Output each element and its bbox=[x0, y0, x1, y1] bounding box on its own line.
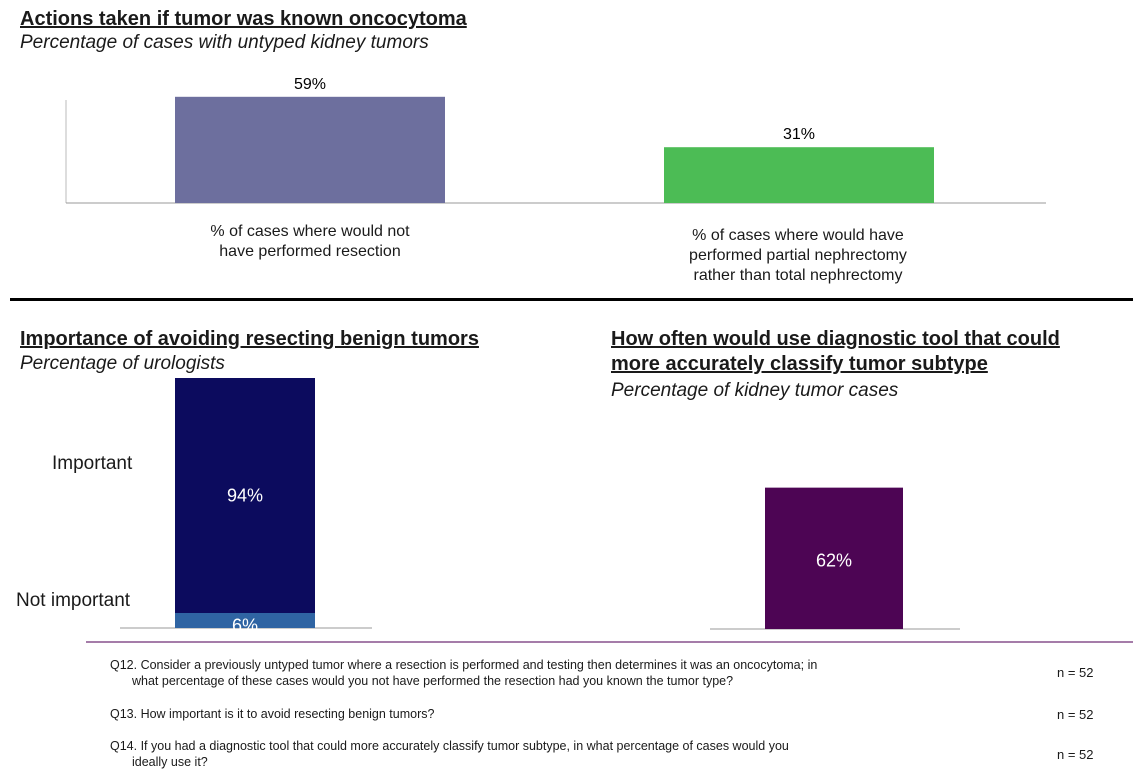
top-chart: 59% 31% bbox=[65, 76, 1046, 204]
bar-no-resection bbox=[175, 96, 445, 203]
category-label-line: performed partial nephrectomy bbox=[689, 247, 907, 264]
question-q12: Q12. Consider a previously untyped tumor… bbox=[110, 657, 1030, 689]
category-label-line: have performed resection bbox=[219, 243, 401, 260]
question-q13: Q13. How important is it to avoid resect… bbox=[110, 706, 1030, 722]
category-label-line: % of cases where would not bbox=[210, 223, 410, 240]
question-q14: Q14. If you had a diagnostic tool that c… bbox=[110, 738, 1030, 770]
bar-partial-nephrectomy-value: 31% bbox=[783, 126, 815, 143]
question-line: Q14. If you had a diagnostic tool that c… bbox=[110, 739, 789, 753]
bar-partial-nephrectomy bbox=[664, 147, 934, 203]
bar-tool-usage bbox=[765, 487, 903, 629]
sample-size-q13: n = 52 bbox=[1057, 707, 1094, 722]
category-not-important: Not important bbox=[16, 590, 131, 611]
question-line: ideally use it? bbox=[132, 755, 208, 769]
question-line: what percentage of these cases would you… bbox=[132, 674, 734, 688]
bottom-left-chart-subtitle: Percentage of urologists bbox=[20, 353, 225, 374]
question-line: Q13. How important is it to avoid resect… bbox=[110, 707, 435, 721]
section-divider bbox=[10, 298, 1133, 301]
category-label-no-resection: % of cases where would not have performe… bbox=[160, 222, 460, 262]
bottom-right-chart-subtitle: Percentage of kidney tumor cases bbox=[611, 380, 899, 401]
top-chart-subtitle: Percentage of cases with untyped kidney … bbox=[20, 32, 429, 53]
bar-not-important-value: 6% bbox=[232, 616, 258, 636]
footer-divider bbox=[86, 641, 1133, 643]
bar-important bbox=[175, 378, 315, 613]
top-chart-title: Actions taken if tumor was known oncocyt… bbox=[20, 8, 467, 30]
category-label-line: % of cases where would have bbox=[692, 227, 904, 244]
sample-size-q14: n = 52 bbox=[1057, 747, 1094, 762]
bottom-right-chart-title-line2: more accurately classify tumor subtype bbox=[611, 353, 988, 375]
sample-size-q12: n = 52 bbox=[1057, 665, 1094, 680]
bar-no-resection-value: 59% bbox=[294, 76, 326, 93]
tool-usage-chart: 62% bbox=[710, 487, 960, 630]
category-label-line: rather than total nephrectomy bbox=[693, 267, 903, 284]
bottom-right-chart-title-line1: How often would use diagnostic tool that… bbox=[611, 328, 1060, 350]
bar-not-important bbox=[175, 613, 315, 628]
bar-tool-usage-value: 62% bbox=[816, 550, 852, 570]
category-label-partial-nephrectomy: % of cases where would have performed pa… bbox=[648, 226, 948, 286]
category-important: Important bbox=[52, 453, 133, 474]
bottom-left-chart-title: Importance of avoiding resecting benign … bbox=[20, 328, 479, 350]
importance-chart: 94% 6% bbox=[120, 378, 372, 636]
bar-important-value: 94% bbox=[227, 486, 263, 506]
question-line: Q12. Consider a previously untyped tumor… bbox=[110, 658, 818, 672]
